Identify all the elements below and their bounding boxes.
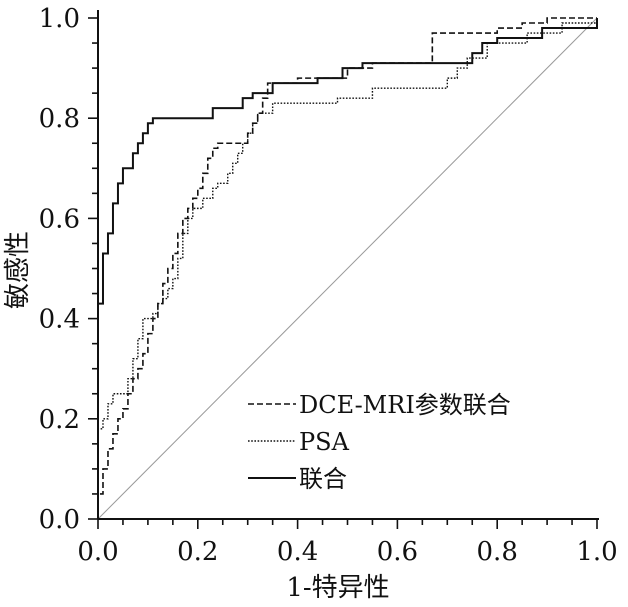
y-ticks-group: 0.0 0.2 0.4 0.6 0.8 1.0 [39, 4, 98, 535]
y-tick-label: 0.0 [39, 505, 80, 535]
y-tick-label: 0.6 [39, 204, 80, 234]
reference-diagonal-line [97, 17, 598, 520]
legend: DCE-MRI参数联合 PSA 联合 [248, 391, 511, 493]
y-tick-label: 0.8 [39, 104, 80, 134]
x-tick-label: 0.8 [477, 537, 518, 567]
y-tick-label: 0.4 [39, 305, 80, 335]
x-tick-label: 0.0 [77, 537, 118, 567]
y-tick-label: 1.0 [39, 4, 80, 34]
y-tick-label: 0.2 [39, 405, 80, 435]
reference-diagonal-group [97, 17, 598, 520]
legend-label: DCE-MRI参数联合 [299, 391, 511, 419]
x-axis-title: 1-特异性 [286, 573, 389, 603]
series-line-solid [97, 18, 598, 519]
x-tick-label: 0.2 [177, 537, 218, 567]
series-group [97, 17, 598, 519]
axes-group [97, 10, 599, 520]
x-tick-label: 0.6 [377, 537, 418, 567]
series-line-dashed [97, 17, 597, 519]
series-line-dotted [97, 18, 598, 519]
x-ticks-group: 0.0 0.2 0.4 0.6 0.8 1.0 [77, 519, 618, 567]
x-tick-label: 0.4 [277, 537, 318, 567]
legend-label: 联合 [299, 465, 347, 493]
legend-label: PSA [299, 428, 350, 456]
x-tick-label: 1.0 [576, 537, 617, 567]
y-axis-title: 敏感性 [3, 231, 33, 309]
